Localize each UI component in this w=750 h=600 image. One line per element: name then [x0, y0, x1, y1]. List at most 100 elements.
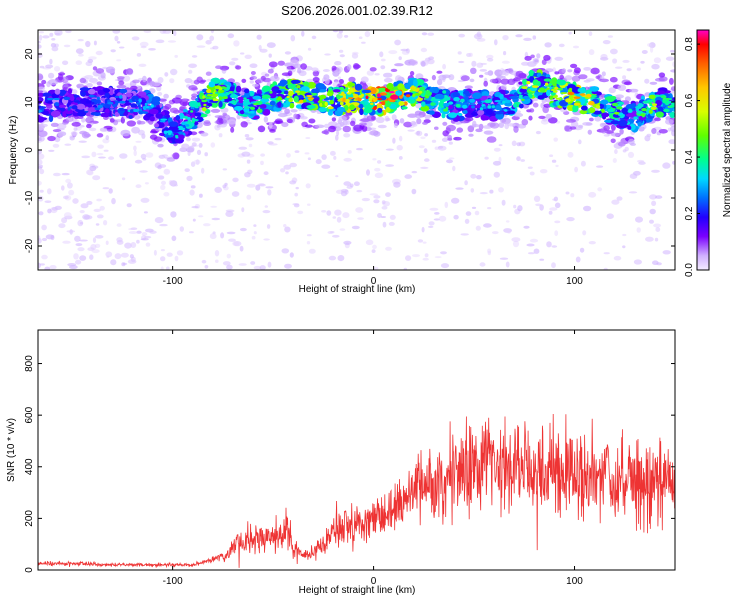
- heatmap-cell: [607, 35, 614, 38]
- heatmap-cell: [132, 108, 140, 113]
- heatmap-cell: [153, 249, 157, 256]
- heatmap-cell: [467, 125, 475, 133]
- heatmap-cell: [64, 143, 72, 146]
- heatmap-cell: [206, 93, 213, 97]
- heatmap-cell: [137, 104, 141, 108]
- heatmap-cell: [364, 30, 371, 38]
- heatmap-cell: [417, 97, 422, 102]
- heatmap-cell: [635, 107, 639, 112]
- heatmap-cell: [116, 84, 127, 89]
- heatmap-cell: [336, 216, 342, 223]
- heatmap-cell: [410, 120, 417, 126]
- heatmap-cell: [130, 85, 138, 90]
- heatmap-cell: [512, 240, 520, 248]
- heatmap-cell: [524, 55, 532, 61]
- heatmap-cell: [640, 60, 645, 64]
- heatmap-cell: [268, 121, 273, 129]
- heatmap-cell: [194, 106, 199, 109]
- heatmap-cell: [644, 135, 651, 142]
- heatmap-cell: [610, 138, 616, 144]
- heatmap-cell: [252, 95, 262, 100]
- heatmap-cell: [458, 33, 466, 38]
- heatmap-cell: [393, 181, 401, 188]
- heatmap-cell: [448, 112, 458, 118]
- heatmap-cell: [160, 118, 168, 121]
- heatmap-cell: [39, 189, 44, 193]
- heatmap-cell: [229, 61, 236, 66]
- heatmap-cell: [136, 230, 142, 234]
- heatmap-cell: [38, 159, 43, 166]
- heatmap-cell: [589, 107, 596, 113]
- heatmap-cell: [347, 92, 352, 95]
- heatmap-cell: [283, 90, 289, 95]
- heatmap-cell: [518, 103, 524, 109]
- heatmap-cell: [51, 38, 56, 41]
- heatmap-cell: [301, 30, 305, 37]
- heatmap-cell: [184, 78, 193, 84]
- heatmap-cell: [437, 106, 442, 111]
- heatmap-cell: [216, 124, 220, 128]
- heatmap-cell: [42, 92, 52, 97]
- heatmap-cell: [273, 120, 284, 125]
- heatmap-cell: [196, 34, 204, 41]
- heatmap-cell: [522, 95, 530, 100]
- heatmap-cell: [504, 109, 508, 112]
- heatmap-cell: [210, 142, 216, 148]
- heatmap-cell: [297, 210, 304, 215]
- heatmap-cell: [566, 119, 576, 123]
- heatmap-cell: [281, 72, 291, 76]
- heatmap-cell: [191, 137, 201, 142]
- heatmap-cell: [93, 112, 102, 117]
- heatmap-cell: [38, 180, 42, 186]
- heatmap-cell: [393, 122, 398, 128]
- heatmap-cell: [157, 91, 163, 96]
- heatmap-cell: [636, 110, 643, 114]
- heatmap-cell: [266, 42, 276, 48]
- heatmap-cell: [578, 124, 584, 128]
- heatmap-cell: [336, 32, 343, 39]
- heatmap-cell: [526, 81, 531, 85]
- heatmap-cell: [96, 133, 104, 138]
- heatmap-cell: [73, 127, 78, 131]
- heatmap-cell: [361, 41, 366, 44]
- heatmap-cell: [572, 104, 579, 112]
- heatmap-cell: [250, 261, 256, 265]
- heatmap-cell: [650, 46, 654, 53]
- heatmap-cell: [346, 64, 352, 71]
- heatmap-cell: [396, 144, 403, 151]
- heatmap-cell: [70, 131, 78, 136]
- heatmap-cell: [485, 108, 493, 115]
- colorbar-tick-label: 0.6: [684, 93, 695, 107]
- heatmap-cell: [601, 112, 610, 118]
- heatmap-cell: [63, 44, 71, 48]
- heatmap-cell: [191, 142, 197, 147]
- heatmap-cell: [190, 80, 195, 85]
- heatmap-cell: [527, 252, 535, 255]
- heatmap-cell: [622, 245, 626, 249]
- heatmap-cell: [312, 77, 320, 82]
- heatmap-cell: [505, 220, 510, 223]
- heatmap-cell: [622, 149, 627, 153]
- heatmap-cell: [398, 56, 402, 61]
- heatmap-cell: [597, 187, 603, 192]
- heatmap-cell: [58, 104, 67, 109]
- heatmap-cell: [166, 157, 176, 162]
- heatmap-cell: [38, 86, 46, 91]
- heatmap-cell: [379, 92, 387, 96]
- heatmap-cell: [173, 30, 177, 36]
- heatmap-cell: [221, 96, 228, 100]
- heatmap-cell: [163, 168, 171, 175]
- heatmap-cell: [228, 238, 236, 242]
- heatmap-cell: [456, 127, 464, 133]
- heatmap-cell: [194, 112, 202, 117]
- heatmap-cell: [398, 101, 405, 106]
- heatmap-cell: [268, 61, 278, 68]
- heatmap-cell: [434, 212, 440, 215]
- heatmap-cell: [249, 63, 258, 68]
- heatmap-cell: [265, 186, 274, 189]
- heatmap-cell: [48, 114, 54, 122]
- heatmap-cell: [618, 112, 624, 116]
- heatmap-cell: [140, 45, 147, 49]
- heatmap-cell: [95, 68, 105, 74]
- heatmap-cell: [526, 61, 537, 67]
